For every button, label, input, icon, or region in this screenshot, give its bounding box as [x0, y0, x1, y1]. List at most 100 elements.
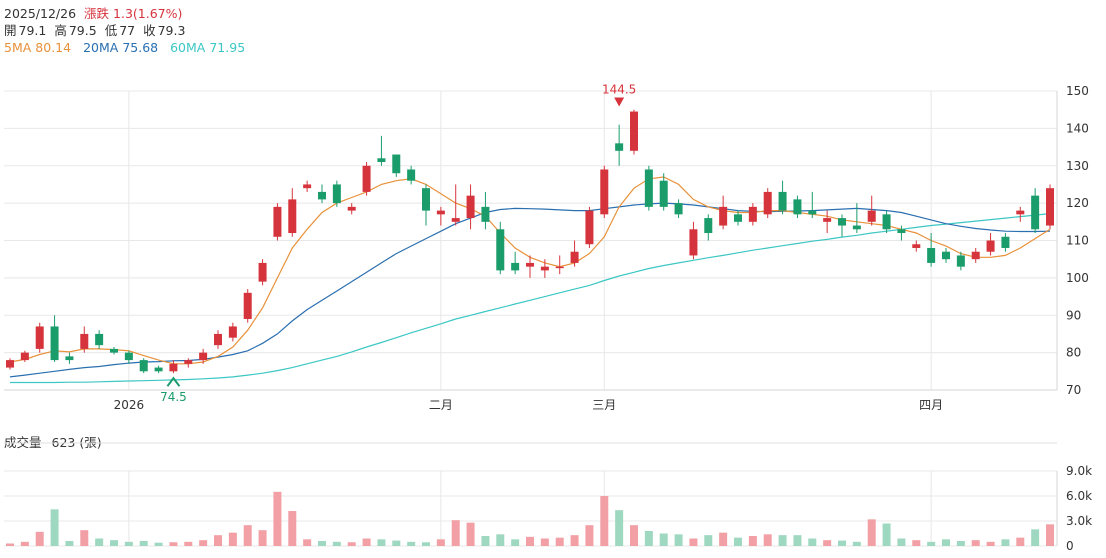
candle	[436, 206, 445, 226]
volume-bar	[511, 539, 520, 546]
candle-body	[95, 333, 104, 346]
volume-bar	[986, 541, 995, 546]
volume-bar	[392, 540, 401, 546]
high-label: 高	[54, 23, 67, 38]
candle-body	[422, 188, 430, 211]
candle	[422, 184, 430, 226]
volume-bar	[778, 535, 787, 546]
candle-body	[956, 255, 965, 267]
candle-body	[436, 210, 445, 215]
volume-bar	[644, 531, 653, 546]
candlesticks	[6, 109, 1054, 374]
volume-bar	[882, 523, 891, 546]
candle	[95, 330, 104, 349]
candle-body	[154, 367, 163, 372]
candle	[526, 255, 534, 278]
ma60-label: 60MA	[170, 40, 206, 55]
date-label: 2025/12/26	[4, 6, 77, 21]
volume-bar	[630, 525, 638, 546]
candle-body	[169, 363, 178, 372]
candle-body	[882, 214, 891, 230]
candle	[630, 109, 638, 155]
volume-bar	[35, 531, 44, 546]
candle	[451, 184, 460, 226]
volume-bar	[80, 530, 89, 546]
candle	[540, 259, 549, 278]
volume-bar	[615, 510, 624, 546]
candle	[35, 322, 44, 353]
candle	[1016, 206, 1025, 222]
ma5-label: 5MA	[4, 40, 32, 55]
candle	[496, 221, 505, 275]
candle	[778, 180, 787, 215]
ma5-value: 80.14	[35, 40, 72, 55]
candle	[1046, 184, 1054, 230]
candle	[80, 326, 89, 353]
candle-body	[273, 206, 282, 237]
candle	[659, 173, 668, 211]
time-tick-label: 三月	[592, 398, 616, 412]
candle	[734, 210, 742, 226]
candle-body	[897, 229, 906, 234]
volume-tick-label: 9.0k	[1066, 464, 1092, 478]
candle	[644, 165, 653, 211]
volume-bar	[466, 522, 475, 546]
candle	[897, 225, 906, 241]
candle-body	[332, 184, 341, 204]
candle-body	[808, 210, 817, 215]
volume-bar	[956, 541, 965, 546]
volume-tick-label: 3.0k	[1066, 514, 1092, 528]
candle-body	[659, 180, 668, 207]
candle	[1001, 233, 1010, 252]
volume-bar	[243, 525, 252, 546]
candle	[838, 214, 846, 237]
volume-bar	[377, 539, 386, 546]
change-value: 1.3(1.67%)	[113, 6, 183, 21]
volume-axis: 0 3.0k 6.0k 9.0k	[4, 442, 1092, 553]
volume-bar	[303, 539, 312, 546]
candle	[332, 180, 341, 207]
volume-bar	[942, 539, 950, 546]
candle-body	[451, 218, 460, 222]
price-tick-label: 70	[1066, 383, 1081, 397]
volume-bar	[555, 537, 564, 546]
price-tick-label: 140	[1066, 121, 1089, 135]
candle	[258, 259, 267, 286]
volume-bar	[689, 538, 698, 546]
candle	[228, 322, 237, 342]
volume-bar	[110, 540, 118, 546]
volume-bar	[585, 525, 594, 546]
candle-body	[496, 229, 505, 271]
candle-body	[778, 191, 787, 211]
volume-bar	[526, 536, 534, 546]
volume-bar	[540, 538, 549, 546]
candle-body	[570, 251, 579, 263]
header-row-date: 2025/12/26 漲跌 1.3(1.67%)	[4, 5, 186, 22]
candle-body	[124, 352, 133, 361]
price-tick-label: 80	[1066, 346, 1081, 360]
max-price-label: 144.5	[602, 83, 636, 97]
volume-bar	[273, 491, 282, 546]
candle-body	[511, 262, 520, 271]
candle-body	[867, 210, 876, 222]
candle	[971, 247, 980, 263]
candle	[407, 165, 416, 185]
volume-bar	[139, 541, 148, 546]
volume-bar	[1046, 524, 1054, 546]
volume-tick-label: 6.0k	[1066, 489, 1092, 503]
time-axis: 2026 二月 三月 四月	[114, 398, 944, 412]
volume-grid	[4, 470, 1057, 547]
candle	[466, 184, 475, 230]
price-tick-label: 150	[1066, 84, 1089, 98]
candle-body	[838, 218, 846, 226]
candle	[882, 210, 891, 234]
candle	[555, 255, 564, 275]
candle	[912, 240, 921, 252]
open-label: 開	[4, 23, 17, 38]
volume-bar	[867, 519, 876, 546]
volume-bar	[451, 520, 460, 546]
high-value: 79.5	[68, 23, 97, 38]
ma60-line	[10, 213, 1051, 384]
candle-body	[942, 251, 950, 260]
